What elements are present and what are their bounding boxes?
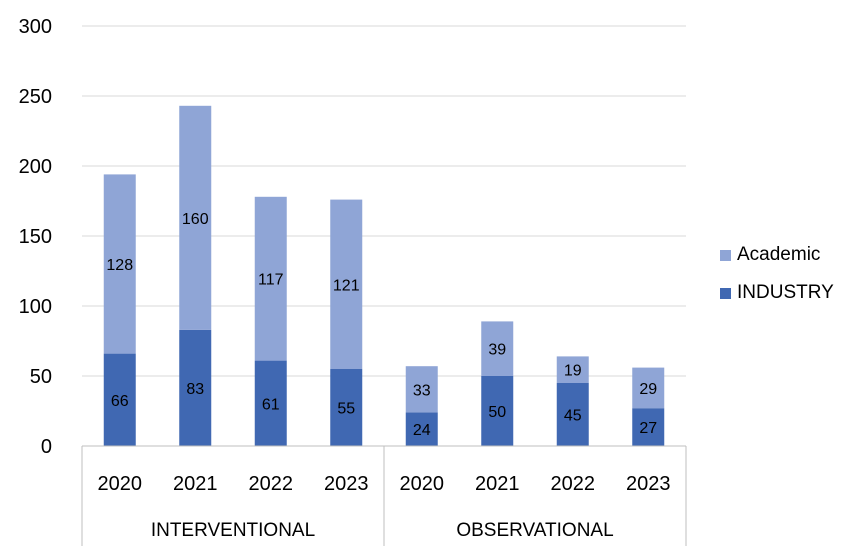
data-label-academic: 128	[106, 257, 133, 274]
bar-academic	[481, 321, 514, 376]
y-tick-label: 100	[19, 296, 52, 318]
legend-label-industry: INDUSTRY	[737, 282, 834, 303]
data-label-academic: 160	[182, 211, 209, 228]
data-label-industry: 50	[488, 404, 506, 421]
data-label-academic: 39	[488, 342, 506, 359]
x-tick-label: 2021	[475, 473, 520, 495]
data-label-industry: 83	[186, 381, 204, 398]
bar-academic	[330, 199, 363, 369]
x-tick-label: 2022	[551, 473, 596, 495]
data-label-industry: 24	[413, 422, 431, 439]
legend-item-academic: Academic	[720, 244, 834, 266]
x-tick-label: 2020	[98, 473, 143, 495]
legend-swatch-academic	[720, 249, 731, 261]
y-axis: 0 50 100 150 200 250 300	[19, 16, 52, 458]
data-label-academic: 121	[333, 277, 360, 294]
y-tick-label: 0	[41, 436, 52, 458]
legend: Academic INDUSTRY	[720, 244, 834, 320]
data-label-academic: 29	[639, 381, 657, 398]
x-tick-label: 2020	[400, 473, 445, 495]
gridlines	[82, 25, 686, 377]
y-tick-label: 250	[19, 86, 52, 108]
x-tick-label: 2021	[173, 473, 218, 495]
x-tick-label: 2023	[626, 473, 671, 495]
group-label: INTERVENTIONAL	[151, 520, 315, 541]
data-label-industry: 66	[111, 393, 129, 410]
bar-industry	[254, 360, 287, 446]
legend-swatch-industry	[720, 287, 731, 299]
bar-academic	[254, 196, 287, 361]
bar-industry	[556, 383, 589, 446]
data-label-academic: 33	[413, 382, 431, 399]
bars: 66 128 83 160 61 117 55 121 24 33 50 39 45 19 27 29	[103, 105, 665, 446]
y-tick-label: 200	[19, 156, 52, 178]
bar-academic	[632, 367, 665, 409]
data-label-academic: 19	[564, 363, 582, 380]
data-label-industry: 55	[337, 401, 355, 418]
bar-industry	[632, 408, 665, 446]
data-label-industry: 45	[564, 408, 582, 425]
bar-industry	[481, 376, 514, 446]
y-tick-label: 300	[19, 16, 52, 38]
bar-industry	[179, 329, 212, 446]
data-label-academic: 117	[258, 272, 284, 289]
bar-industry	[405, 412, 438, 446]
x-tick-label: 2022	[249, 473, 294, 495]
legend-label-academic: Academic	[737, 244, 821, 265]
bar-academic	[103, 174, 136, 354]
bar-industry	[103, 353, 136, 446]
data-label-industry: 61	[262, 396, 280, 413]
bar-academic	[179, 105, 212, 330]
legend-item-industry: INDUSTRY	[720, 282, 834, 304]
y-tick-label: 50	[30, 366, 52, 388]
data-label-industry: 27	[639, 420, 657, 437]
x-axis: 2020 2021 2022 2023 INTERVENTIONAL 2020 2021 20…	[81, 445, 687, 546]
x-tick-label: 2023	[324, 473, 369, 495]
y-tick-label: 150	[19, 226, 52, 248]
bar-industry	[330, 369, 363, 446]
bar-academic	[556, 356, 589, 383]
group-label: OBSERVATIONAL	[456, 520, 613, 541]
bar-academic	[405, 366, 438, 413]
